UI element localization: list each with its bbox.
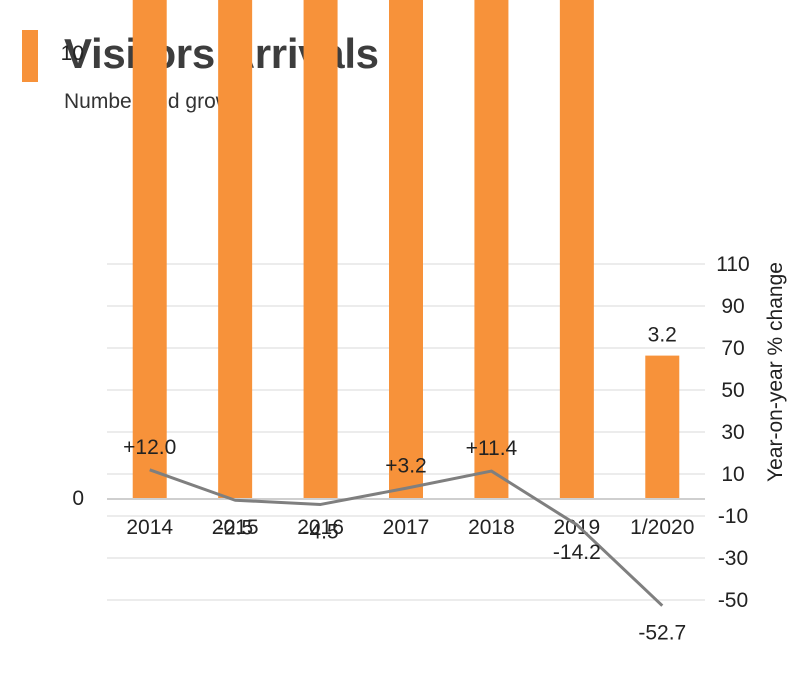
y-tick-label: 0 [72, 487, 84, 510]
growth-value-label: +12.0 [123, 436, 176, 459]
bar [132, 0, 167, 498]
growth-value-label: -2.5 [217, 516, 253, 539]
bar [645, 355, 680, 498]
y-tick-label: 10 [61, 42, 84, 65]
x-tick-label: 2019 [553, 516, 600, 539]
y2-tick-label: 110 [716, 253, 749, 276]
y2-tick-label: 10 [721, 463, 744, 486]
growth-value-label: +11.4 [466, 437, 518, 460]
x-tick-label: 2016 [297, 516, 344, 539]
x-tick-label: 2015 [212, 516, 259, 539]
x-tick-label: 1/2020 [630, 516, 694, 539]
y2-tick-label: 70 [721, 337, 744, 360]
x-tick-label: 2018 [468, 516, 515, 539]
growth-value-label: -52.7 [638, 622, 686, 645]
y2-axis-title: Year-on-year % change [764, 262, 787, 482]
bar [218, 0, 253, 498]
bar [559, 0, 594, 498]
y2-tick-label: -10 [718, 505, 748, 528]
growth-value-label: -14.2 [553, 541, 601, 564]
title-accent-bar [22, 30, 38, 82]
growth-value-label: -4.5 [302, 520, 338, 543]
y2-tick-label: -50 [718, 589, 748, 612]
y2-tick-label: 90 [721, 295, 744, 318]
x-tick-label: 2014 [126, 516, 173, 539]
growth-value-label: +3.2 [385, 454, 426, 477]
y2-tick-label: 50 [721, 379, 744, 402]
bar [474, 0, 509, 498]
y2-tick-label: 30 [721, 421, 744, 444]
y2-tick-label: -30 [718, 547, 748, 570]
growth-line [149, 468, 664, 607]
bar [389, 0, 423, 498]
x-tick-label: 2017 [383, 516, 430, 539]
bar [303, 0, 338, 498]
bar-value-label: 3.2 [648, 324, 677, 347]
